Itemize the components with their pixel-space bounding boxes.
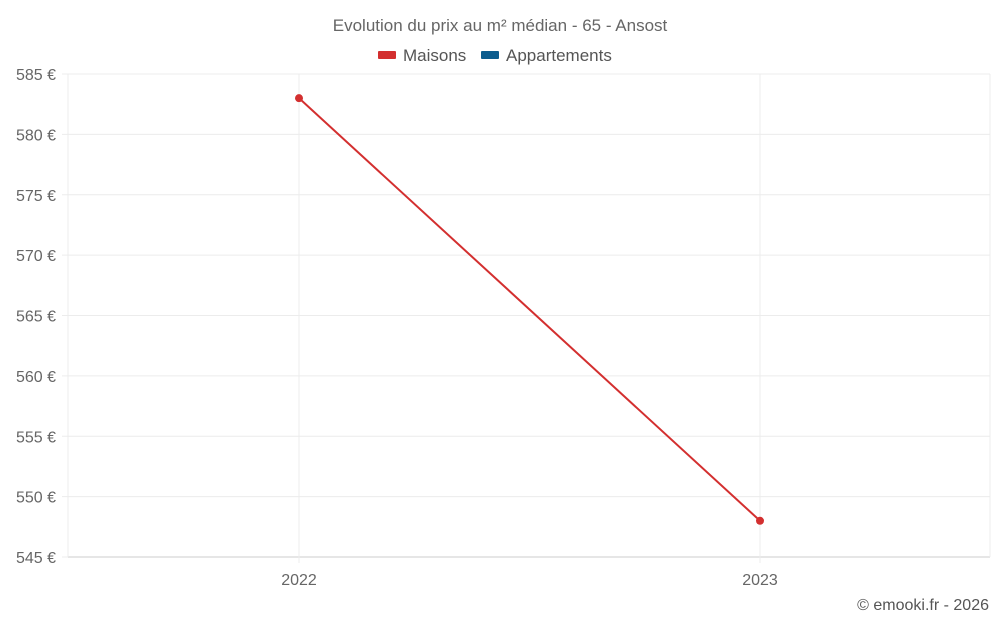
legend-label-maisons[interactable]: Maisons (403, 46, 466, 65)
y-tick-label: 555 € (16, 429, 56, 446)
y-tick-label: 585 € (16, 67, 56, 84)
legend-swatch-maisons (378, 51, 396, 59)
chart-legend: Maisons Appartements (378, 46, 612, 65)
y-tick-label: 575 € (16, 188, 56, 205)
y-tick-label: 550 € (16, 490, 56, 507)
x-axis-ticks: 2022 2023 (281, 572, 778, 589)
x-tick-label: 2023 (742, 572, 778, 589)
y-tick-label: 545 € (16, 550, 56, 567)
legend-label-appartements[interactable]: Appartements (506, 46, 612, 65)
credit-text: © emooki.fr - 2026 (857, 597, 989, 614)
y-tick-label: 580 € (16, 127, 56, 144)
chart-gridlines (62, 73, 991, 563)
chart-title: Evolution du prix au m² médian - 65 - An… (333, 16, 668, 35)
data-point-maisons[interactable] (295, 94, 303, 103)
series-line-maisons (298, 97, 761, 522)
y-tick-label: 570 € (16, 248, 56, 265)
y-tick-label: 560 € (16, 369, 56, 386)
y-tick-label: 565 € (16, 309, 56, 326)
y-axis-ticks: 545 € 550 € 555 € 560 € 565 € 570 € 575 € 580 €… (16, 67, 56, 567)
legend-swatch-appartements (481, 51, 499, 59)
chart-series (295, 94, 764, 525)
data-point-maisons[interactable] (756, 516, 764, 525)
x-tick-label: 2022 (281, 572, 317, 589)
